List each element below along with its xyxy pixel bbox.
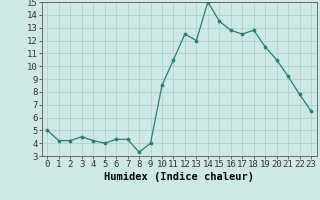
X-axis label: Humidex (Indice chaleur): Humidex (Indice chaleur) xyxy=(104,172,254,182)
